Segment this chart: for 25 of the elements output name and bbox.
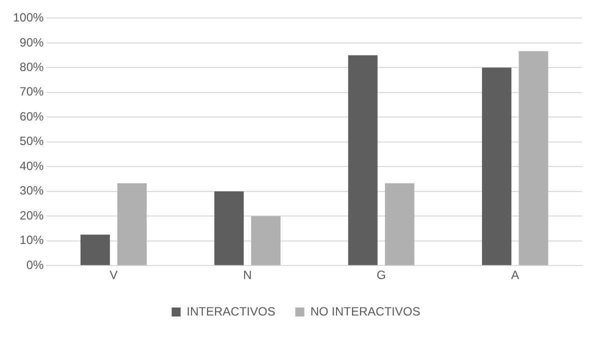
y-tick-label: 10%	[20, 233, 44, 248]
legend-label: NO INTERACTIVOS	[310, 304, 420, 318]
bar	[348, 55, 378, 266]
y-tick-label: 90%	[20, 35, 44, 50]
x-tick-label: N	[243, 268, 252, 282]
bar	[482, 68, 512, 266]
y-tick-label: 100%	[12, 10, 44, 25]
y-tick-label: 0%	[26, 258, 44, 272]
y-tick-label: 20%	[20, 208, 44, 222]
x-tick-label: G	[376, 268, 386, 282]
x-tick-label: V	[110, 268, 118, 282]
y-tick-label: 60%	[20, 109, 44, 124]
y-tick-label: 50%	[20, 134, 44, 148]
bar	[384, 183, 414, 266]
y-tick-label: 80%	[20, 60, 44, 74]
y-tick-label: 30%	[20, 184, 44, 198]
bar	[214, 191, 244, 266]
legend-label: INTERACTIVOS	[186, 304, 276, 318]
y-tick-label: 40%	[20, 158, 44, 173]
bar	[518, 51, 548, 266]
bar	[117, 183, 147, 266]
bar	[251, 216, 281, 266]
y-tick-label: 70%	[20, 84, 44, 99]
x-tick-label: A	[511, 268, 520, 282]
bar	[80, 234, 110, 266]
